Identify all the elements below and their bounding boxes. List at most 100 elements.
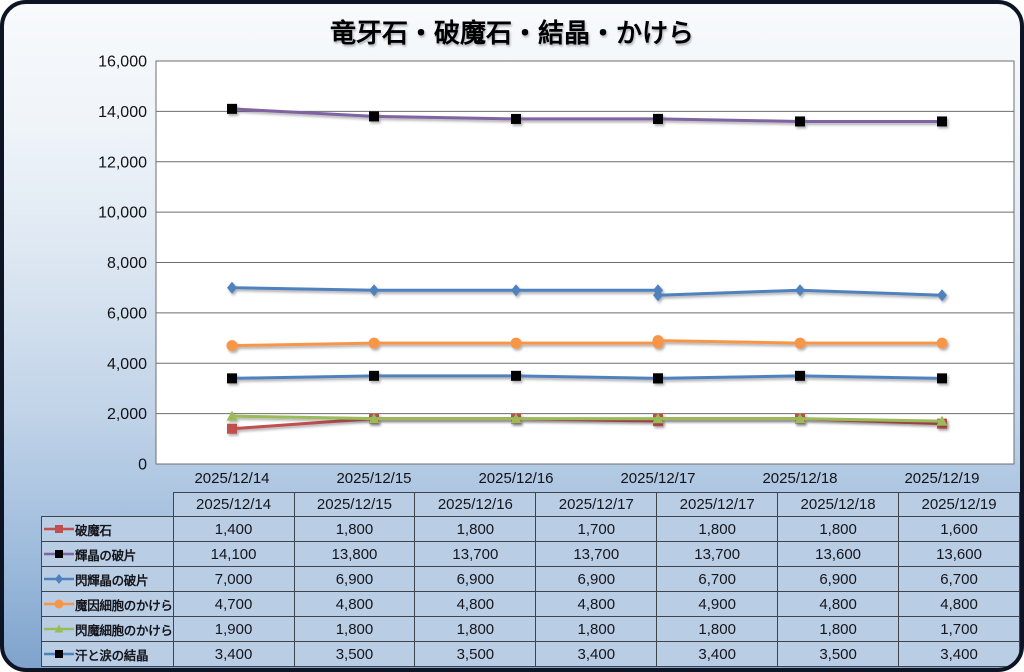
table-row-label-cell: 輝晶の破片 bbox=[41, 541, 174, 567]
marker-ase-to-namida-no-kessho bbox=[511, 370, 521, 381]
table-value-cell: 13,700 bbox=[414, 541, 537, 567]
y-axis-tick-label: 0 bbox=[138, 457, 147, 474]
table-corner-cell bbox=[42, 493, 174, 517]
y-axis-tick-label: 16,000 bbox=[98, 54, 147, 71]
legend-marker-hamaishi-icon bbox=[55, 525, 63, 533]
series-line-kisho-no-hahen bbox=[230, 107, 944, 123]
table-value-cell: 6,900 bbox=[535, 566, 658, 592]
table-value-cell: 3,400 bbox=[172, 641, 295, 667]
table-header-cell: 2025/12/19 bbox=[898, 492, 1020, 517]
legend-key-senma-saibo-no-kakera-icon bbox=[44, 624, 74, 633]
legend-marker-senma-saibo-no-kakera-icon bbox=[54, 624, 64, 633]
y-axis-tick-label: 4,000 bbox=[107, 356, 147, 373]
series-ase-to-namida-no-kessho bbox=[227, 370, 947, 384]
chart-title: 竜牙石・破魔石・結晶・かけら bbox=[329, 18, 694, 48]
series-name-label: 閃魔細胞のかけら bbox=[75, 623, 173, 638]
marker-ase-to-namida-no-kessho bbox=[795, 370, 805, 381]
table-value-cell: 1,800 bbox=[535, 616, 658, 642]
table-value-cell: 1,400 bbox=[172, 516, 295, 542]
x-axis-tick-label: 2025/12/14 bbox=[194, 470, 269, 487]
table-value-cell: 6,700 bbox=[898, 566, 1020, 592]
table-value-cell: 6,900 bbox=[414, 566, 537, 592]
marker-main-saibo-no-kakera bbox=[936, 337, 948, 349]
table-value-cell: 1,700 bbox=[898, 616, 1020, 642]
table-value-cell: 4,800 bbox=[293, 591, 416, 617]
marker-senma-saibo-no-kakera bbox=[510, 413, 522, 424]
table-value-cell: 1,800 bbox=[414, 616, 537, 642]
table-row: 魔因細胞のかけら 4,700 4,800 4,800 4,800 4,900 4,800 4,… bbox=[41, 591, 1020, 617]
table-value-cell: 4,800 bbox=[535, 591, 658, 617]
table-value-cell: 4,900 bbox=[656, 591, 779, 617]
marker-main-saibo-no-kakera bbox=[652, 335, 664, 347]
series-name-label: 破魔石 bbox=[75, 523, 112, 538]
series-senkisho-no-hahen bbox=[227, 281, 947, 302]
table-row: 閃輝晶の破片 7,000 6,900 6,900 6,900 6,700 6,900 6,70… bbox=[41, 566, 1020, 592]
series-name-label: 閃輝晶の破片 bbox=[75, 573, 149, 588]
table-value-cell: 1,600 bbox=[898, 516, 1020, 542]
table-row: 汗と涙の結晶 3,400 3,500 3,500 3,400 3,400 3,500 3,40… bbox=[41, 641, 1020, 667]
table-value-cell: 13,700 bbox=[656, 541, 779, 567]
legend-key-main-saibo-no-kakera-icon bbox=[44, 599, 74, 609]
table-value-cell: 13,600 bbox=[898, 541, 1020, 567]
table-value-cell: 13,800 bbox=[293, 541, 416, 567]
table-value-cell: 6,700 bbox=[656, 566, 779, 592]
table-value-cell: 1,800 bbox=[293, 616, 416, 642]
series-name-label: 汗と涙の結晶 bbox=[75, 648, 149, 663]
table-value-cell: 3,400 bbox=[898, 641, 1020, 667]
legend-marker-kisho-no-hahen-icon bbox=[55, 550, 63, 558]
marker-senkisho-no-hahen bbox=[511, 284, 521, 297]
table-row-label-cell: 閃輝晶の破片 bbox=[41, 566, 174, 592]
x-axis-tick-label: 2025/12/16 bbox=[478, 470, 553, 487]
legend-key-senkisho-no-hahen-icon bbox=[44, 574, 74, 584]
table-header-cell: 2025/12/16 bbox=[414, 492, 537, 517]
table-value-cell: 4,800 bbox=[777, 591, 900, 617]
table-value-cell: 7,000 bbox=[172, 566, 295, 592]
x-axis-tick-label: 2025/12/19 bbox=[904, 470, 979, 487]
marker-hamaishi bbox=[227, 423, 237, 434]
table-row-label-cell: 閃魔細胞のかけら bbox=[41, 616, 174, 642]
x-axis-tick-label: 2025/12/17 bbox=[620, 470, 695, 487]
series-line-senma-saibo-no-kakera bbox=[230, 414, 944, 423]
table-header-cell: 2025/12/14 bbox=[172, 492, 295, 517]
y-axis-tick-label: 10,000 bbox=[98, 205, 147, 222]
legend-key-kisho-no-hahen-icon bbox=[44, 550, 74, 558]
table-value-cell: 1,800 bbox=[656, 516, 779, 542]
marker-senma-saibo-no-kakera bbox=[936, 415, 948, 426]
table-row-label-cell: 汗と涙の結晶 bbox=[41, 641, 174, 667]
table-header-cell: 2025/12/17 bbox=[656, 492, 779, 517]
series-line-ase-to-namida-no-kessho bbox=[230, 374, 944, 380]
marker-senkisho-no-hahen bbox=[795, 284, 805, 297]
marker-ase-to-namida-no-kessho bbox=[369, 370, 379, 381]
x-axis-tick-label: 2025/12/18 bbox=[762, 470, 837, 487]
marker-senma-saibo-no-kakera bbox=[226, 410, 238, 421]
series-kisho-no-hahen bbox=[227, 103, 947, 127]
table-value-cell: 4,800 bbox=[414, 591, 537, 617]
plot-border bbox=[155, 60, 1015, 465]
series-name-label: 輝晶の破片 bbox=[75, 548, 137, 563]
marker-senma-saibo-no-kakera bbox=[368, 413, 380, 424]
marker-main-saibo-no-kakera bbox=[510, 337, 522, 349]
table-row-label-cell: 破魔石 bbox=[41, 516, 174, 542]
table-value-cell: 1,800 bbox=[656, 616, 779, 642]
table-value-cell: 4,800 bbox=[898, 591, 1020, 617]
y-axis-tick-label: 14,000 bbox=[98, 104, 147, 121]
table-value-cell: 4,700 bbox=[172, 591, 295, 617]
marker-main-saibo-no-kakera bbox=[226, 340, 238, 352]
table-row: 輝晶の破片 14,100 13,800 13,700 13,700 13,700 13,60… bbox=[41, 541, 1020, 567]
table-header-cell: 2025/12/18 bbox=[777, 492, 900, 517]
marker-ase-to-namida-no-kessho bbox=[653, 373, 663, 384]
table-value-cell: 3,500 bbox=[293, 641, 416, 667]
table-row: 破魔石 1,400 1,800 1,800 1,700 1,800 1,800 1,600 bbox=[41, 516, 1020, 542]
table-row: 閃魔細胞のかけら 1,900 1,800 1,800 1,800 1,800 1,800 1,… bbox=[41, 616, 1020, 642]
marker-senkisho-no-hahen bbox=[653, 289, 663, 302]
series-senma-saibo-no-kakera bbox=[226, 410, 948, 426]
marker-senma-saibo-no-kakera bbox=[652, 413, 664, 424]
legend-marker-senkisho-no-hahen-icon bbox=[55, 574, 63, 584]
table-value-cell: 1,700 bbox=[535, 516, 658, 542]
marker-ase-to-namida-no-kessho bbox=[937, 373, 947, 384]
marker-kisho-no-hahen bbox=[653, 113, 663, 124]
marker-senkisho-no-hahen bbox=[937, 289, 947, 302]
table-value-cell: 3,500 bbox=[414, 641, 537, 667]
data-table: 2025/12/14 2025/12/15 2025/12/16 2025/12/17… bbox=[41, 492, 1020, 667]
